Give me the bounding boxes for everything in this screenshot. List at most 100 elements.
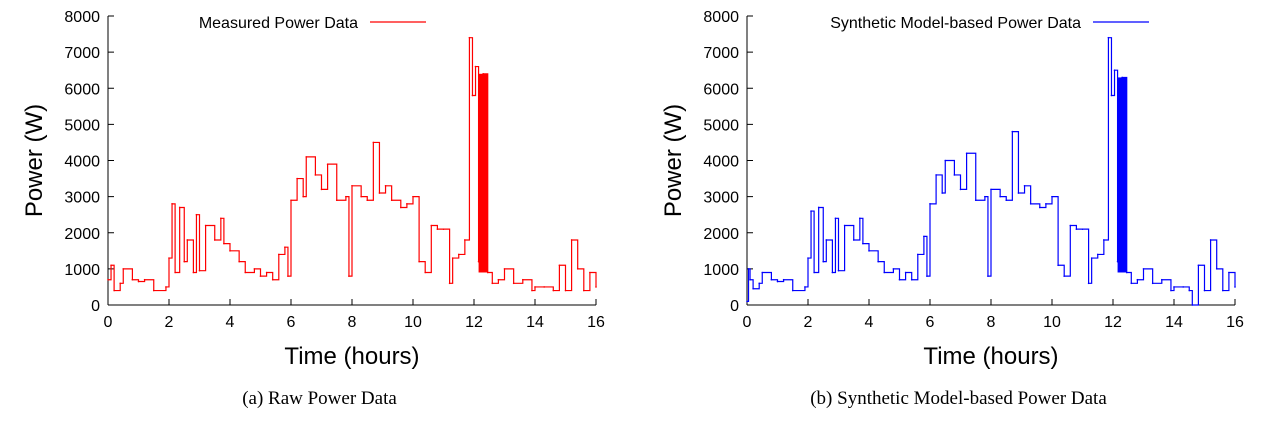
- series-dense-band: [478, 73, 488, 273]
- chart-panel-b: 0 1000 2000 3000 4000 5000 6000 7000 8000 0 2 4 6 8 10…: [639, 0, 1278, 426]
- data-point: [761, 271, 764, 274]
- x-tick-label: 14: [526, 314, 544, 331]
- data-point: [534, 286, 536, 288]
- data-point: [1197, 264, 1200, 267]
- data-point: [1215, 268, 1218, 270]
- data-point: [804, 286, 806, 288]
- x-axis-label: Time (hours): [284, 343, 419, 370]
- data-point: [278, 253, 280, 256]
- x-tick-label: 6: [287, 314, 296, 331]
- data-point: [892, 268, 895, 270]
- data-point: [464, 239, 466, 241]
- data-point: [412, 195, 414, 198]
- data-point: [178, 206, 181, 209]
- data-point: [271, 278, 274, 281]
- data-point: [1103, 239, 1105, 241]
- y-tick-label: 7000: [64, 45, 100, 62]
- data-point: [1023, 184, 1026, 187]
- y-tick-label: 6000: [64, 81, 100, 98]
- series-line: [747, 37, 1236, 306]
- y-axis-label: Power (W): [660, 104, 687, 217]
- legend-label: Synthetic Model-based Power Data: [830, 15, 1081, 32]
- data-point: [477, 260, 480, 263]
- data-point: [1017, 192, 1020, 194]
- x-tick-label: 10: [404, 314, 422, 331]
- data-point: [944, 159, 947, 162]
- data-point: [335, 199, 338, 202]
- data-point: [834, 217, 837, 220]
- x-tick-label: 4: [865, 314, 874, 331]
- data-point: [448, 282, 451, 285]
- x-tick-label: 2: [804, 314, 813, 331]
- data-point: [1039, 206, 1041, 209]
- data-point: [791, 289, 794, 292]
- x-tick-label: 12: [465, 314, 483, 331]
- data-point: [314, 174, 317, 176]
- data-point: [1203, 289, 1206, 292]
- x-tick-label: 8: [987, 314, 996, 331]
- data-point: [320, 188, 323, 191]
- caption-a: (a) Raw Power Data: [242, 388, 397, 409]
- data-point: [107, 278, 109, 281]
- data-point: [910, 278, 913, 281]
- data-point: [183, 260, 186, 263]
- data-point: [1125, 271, 1128, 274]
- caption-b: (b) Synthetic Model-based Power Data: [810, 388, 1107, 409]
- data-point: [570, 239, 573, 241]
- series-dense-band: [1117, 77, 1127, 273]
- data-point: [923, 235, 925, 238]
- data-point: [1057, 264, 1059, 267]
- data-point: [1063, 275, 1065, 277]
- data-point: [430, 224, 433, 227]
- data-point: [1029, 203, 1032, 205]
- data-point: [776, 280, 779, 283]
- data-point: [265, 271, 268, 274]
- y-tick-label: 5000: [64, 117, 100, 134]
- x-tick-label: 6: [926, 314, 935, 331]
- data-point: [296, 177, 298, 180]
- data-point: [174, 271, 176, 274]
- data-point: [244, 271, 247, 274]
- data-point: [400, 206, 402, 209]
- y-tick-label: 2000: [703, 226, 739, 243]
- chart-a: 0 1000 2000 3000 4000 5000 6000 7000 8000 0 2 4 6 8 10…: [21, 9, 605, 370]
- data-point: [143, 278, 146, 281]
- y-tick-label: 3000: [64, 190, 100, 207]
- data-point: [213, 239, 216, 241]
- data-point: [1113, 69, 1116, 71]
- data-point: [1130, 282, 1133, 285]
- y-tick-label: 0: [91, 298, 100, 315]
- data-point: [868, 250, 870, 252]
- data-point: [837, 269, 840, 272]
- data-point: [965, 152, 968, 155]
- data-point: [904, 271, 907, 274]
- data-point: [131, 278, 134, 281]
- data-point: [1136, 278, 1139, 281]
- data-point: [747, 268, 750, 270]
- x-tick-label: 0: [743, 314, 752, 331]
- data-point: [360, 195, 362, 198]
- data-point: [390, 199, 393, 202]
- data-point: [807, 257, 809, 259]
- data-point: [113, 289, 115, 292]
- series-line: [108, 37, 597, 292]
- data-point: [287, 275, 289, 277]
- data-point: [1173, 286, 1175, 288]
- data-point: [817, 206, 820, 209]
- data-point: [122, 268, 125, 270]
- data-point: [471, 94, 474, 97]
- data-point: [746, 300, 748, 303]
- data-point: [999, 195, 1001, 198]
- data-point: [1090, 257, 1093, 259]
- y-tick-label: 2000: [64, 226, 100, 243]
- data-point: [531, 289, 533, 292]
- data-point: [984, 195, 986, 198]
- data-point: [165, 286, 167, 288]
- data-point: [877, 260, 879, 263]
- data-point: [859, 217, 861, 220]
- data-point: [137, 280, 140, 283]
- x-tick-label: 4: [226, 314, 235, 331]
- data-point: [583, 289, 585, 292]
- data-point: [589, 271, 591, 274]
- data-point: [1011, 130, 1014, 133]
